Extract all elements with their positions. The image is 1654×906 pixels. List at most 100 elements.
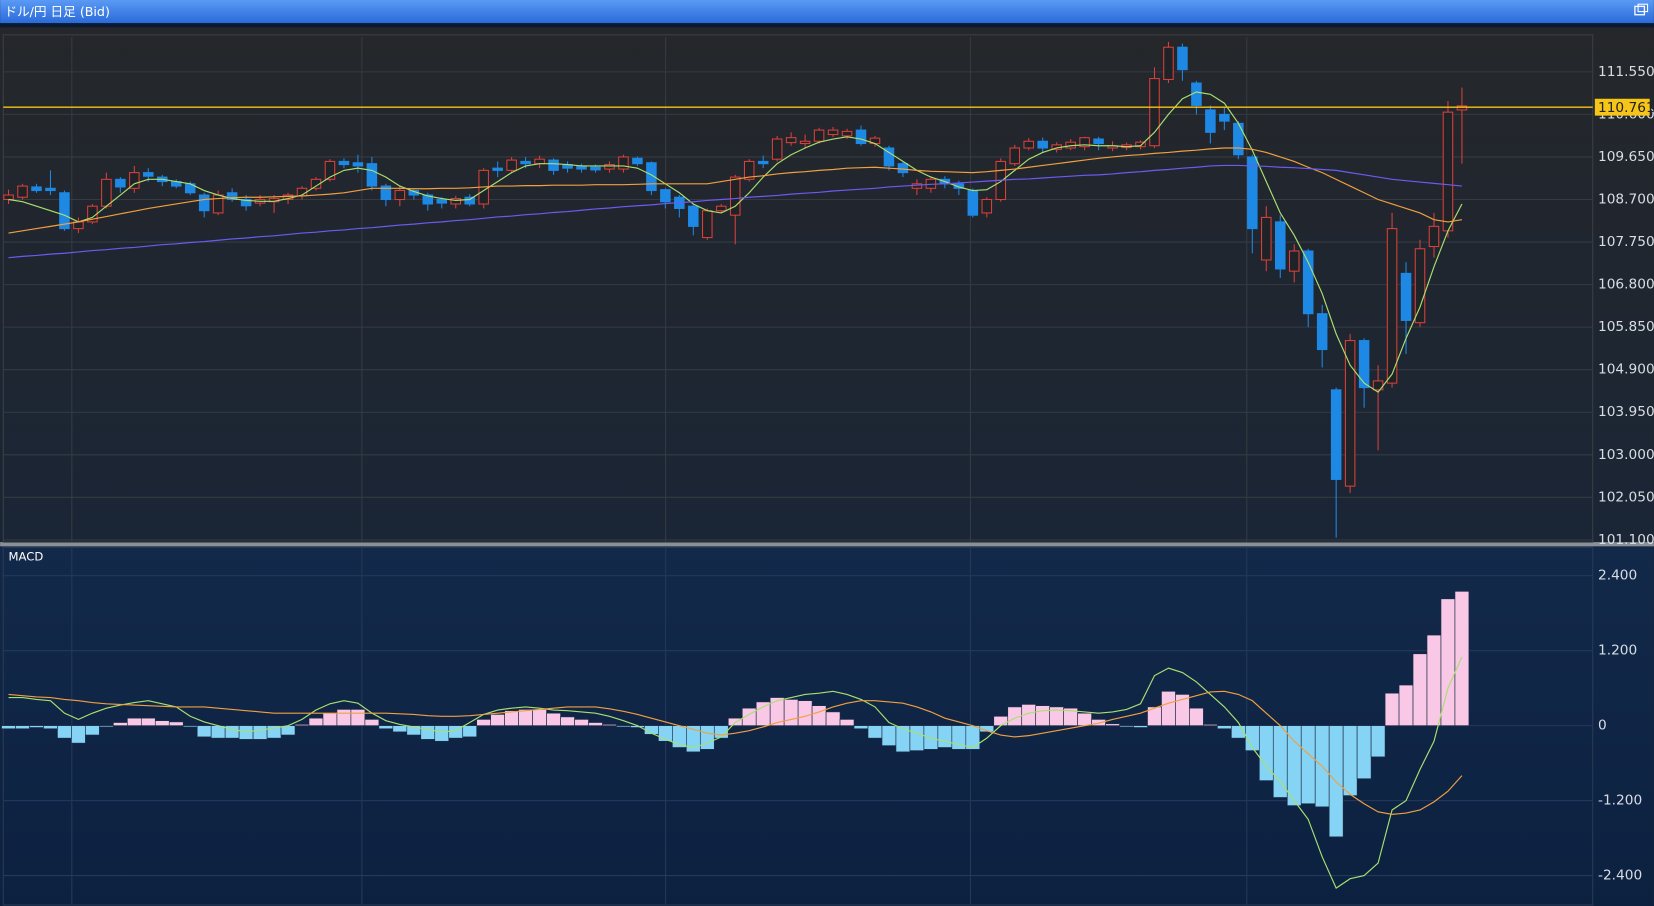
candle-body: [771, 138, 783, 160]
histogram-bar: [490, 714, 505, 726]
candle-body: [757, 160, 769, 165]
indicator-line: [8, 147, 1463, 234]
candle-body: [1009, 147, 1021, 165]
candle-body: [799, 140, 811, 145]
candle-body: [520, 160, 531, 165]
candle-body: [1093, 138, 1104, 145]
y-tick-label: 106.800: [1598, 277, 1654, 293]
y-tick-label: 0: [1598, 718, 1607, 734]
histogram-bar: [895, 725, 911, 753]
candle-body: [967, 190, 979, 216]
candle-body: [1414, 248, 1426, 324]
histogram-bar: [336, 709, 352, 726]
histogram-bar: [755, 701, 771, 726]
histogram-bar: [154, 720, 170, 726]
histogram-bar: [1203, 724, 1218, 726]
histogram-bar: [127, 717, 142, 726]
histogram-bar: [1105, 723, 1120, 726]
candle-body: [115, 178, 126, 188]
histogram-bar: [867, 725, 883, 739]
candle-body: [534, 158, 545, 165]
candle-body: [366, 163, 378, 187]
histogram-bar: [462, 725, 478, 738]
histogram-bar: [1217, 725, 1232, 730]
candle-body: [338, 160, 350, 166]
histogram-bar: [308, 717, 324, 726]
histogram-bar: [476, 719, 491, 726]
histogram-bar: [797, 700, 813, 726]
histogram-bar: [1133, 725, 1148, 728]
histogram-bar: [881, 725, 897, 746]
candle-body: [1358, 340, 1370, 389]
histogram-bar: [350, 709, 366, 726]
candle-body: [1247, 156, 1258, 230]
histogram-bar: [699, 725, 715, 750]
histogram-bar: [1384, 692, 1400, 726]
candle-body: [785, 137, 797, 144]
candle-body: [632, 157, 643, 165]
candle-body: [646, 162, 657, 192]
histogram-bar: [182, 725, 198, 728]
candle-body: [590, 166, 601, 171]
restore-button[interactable]: [1634, 3, 1649, 16]
candle-body: [1079, 137, 1090, 148]
histogram-bar: [29, 725, 44, 728]
y-tick-label: 1.200: [1598, 643, 1637, 659]
candle-body: [911, 183, 923, 189]
histogram-bar: [923, 725, 939, 750]
candle-body: [240, 198, 252, 207]
histogram-bar: [979, 725, 995, 733]
candle-body: [827, 129, 839, 136]
candle-body: [380, 185, 392, 201]
candle-body: [1023, 140, 1034, 149]
histogram-bar: [532, 709, 547, 726]
candle-body: [3, 194, 14, 201]
candle-body: [1302, 250, 1314, 315]
histogram-bar: [99, 725, 114, 728]
panel-divider: [0, 542, 1654, 547]
candle-body: [604, 164, 615, 170]
histogram-bar: [853, 725, 869, 730]
y-tick-label: 107.750: [1598, 234, 1654, 250]
candle-body: [1400, 272, 1412, 321]
histogram-bar: [43, 725, 58, 730]
candle-body: [436, 198, 448, 204]
title-bar: [0, 0, 1654, 24]
y-tick-label: 103.950: [1598, 404, 1654, 420]
histogram-bar: [168, 721, 184, 726]
y-tick-label: 2.400: [1598, 568, 1637, 584]
candle-body: [715, 205, 727, 212]
candle-body: [1344, 340, 1356, 487]
histogram-bar: [1356, 725, 1372, 780]
histogram-bar: [238, 725, 254, 740]
candle-body: [1274, 221, 1286, 270]
histogram-bar: [560, 716, 575, 726]
macd-label: MACD: [9, 549, 44, 563]
candle-body: [143, 172, 154, 177]
histogram-bar: [322, 712, 338, 726]
candle-body: [688, 205, 699, 227]
candle-body: [129, 172, 140, 189]
indicator-line: [8, 690, 1463, 815]
candle-body: [1163, 46, 1174, 80]
histogram-bar: [1398, 684, 1414, 726]
price-panel: [0, 27, 1654, 545]
price-frame: [2, 34, 1594, 543]
y-tick-label: 109.650: [1598, 149, 1654, 165]
histogram-bar: [588, 722, 603, 726]
candle-body: [1442, 111, 1454, 232]
candle-body: [1219, 113, 1230, 122]
candle-body: [492, 167, 503, 171]
histogram-bar: [140, 717, 156, 726]
histogram-bar: [15, 725, 30, 730]
candle-body: [310, 178, 322, 189]
candle-body: [813, 129, 825, 142]
candle-body: [1386, 228, 1398, 384]
histogram-bar: [1300, 725, 1316, 805]
histogram-bar: [434, 725, 450, 742]
candle-body: [1330, 389, 1342, 480]
candle-body: [450, 198, 462, 205]
histogram-bar: [113, 722, 128, 726]
histogram-bar: [1370, 725, 1386, 758]
